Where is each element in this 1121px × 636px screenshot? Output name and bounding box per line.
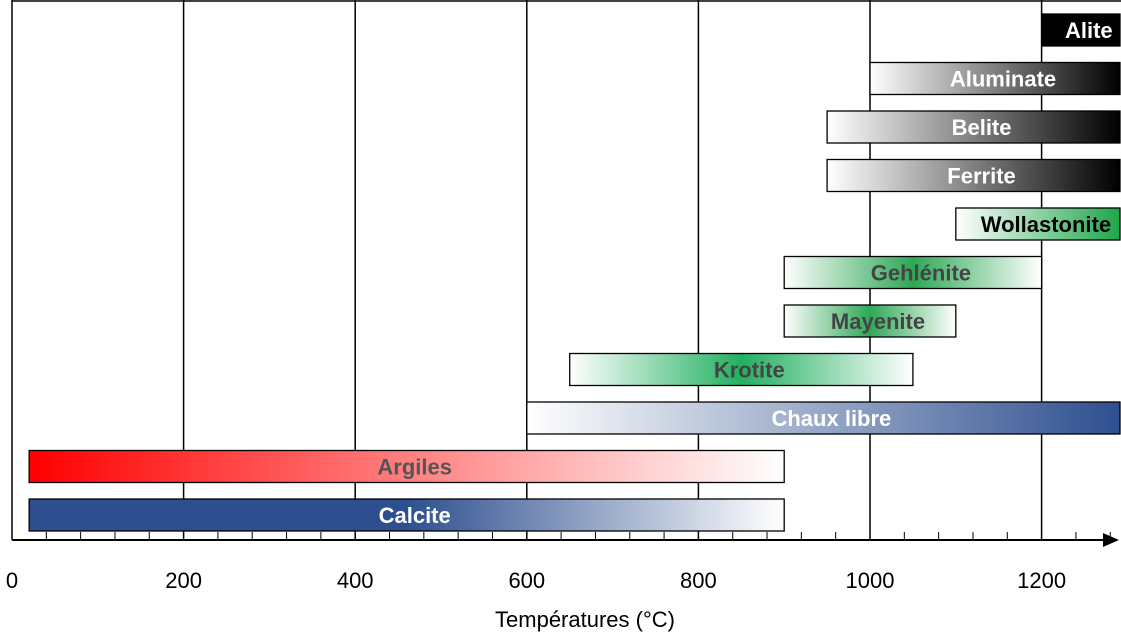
bar-ferrite: Ferrite: [826, 158, 1121, 193]
bar-mayenite: Mayenite: [783, 304, 957, 338]
bar-rect: [28, 449, 785, 484]
bar-rect: [1040, 13, 1121, 47]
x-axis-arrow: [1103, 533, 1119, 547]
bar-label: Aluminate: [950, 67, 1056, 92]
x-tick-label-800: 800: [680, 568, 717, 593]
bar-label: Alite: [1065, 18, 1113, 43]
bar-argiles: Argiles: [28, 449, 785, 484]
bar-aluminate: Aluminate: [869, 61, 1121, 96]
bar-label: Chaux libre: [771, 406, 891, 431]
x-tick-label-600: 600: [508, 568, 545, 593]
bar-label: Belite: [952, 115, 1012, 140]
bar-rect: [826, 110, 1121, 144]
bar-chaux-libre: Chaux libre: [526, 401, 1121, 435]
bar-calcite: Calcite: [28, 498, 785, 532]
x-tick-label-200: 200: [165, 568, 202, 593]
bar-wollastonite: Wollastonite: [955, 207, 1121, 241]
bar-label: Calcite: [379, 503, 451, 528]
x-tick-label-1200: 1200: [1017, 568, 1066, 593]
bar-label: Gehlénite: [871, 261, 971, 286]
bar-rect: [28, 498, 785, 532]
bar-gehlénite: Gehlénite: [783, 255, 1043, 290]
x-tick-label-1000: 1000: [846, 568, 895, 593]
bar-rect: [826, 158, 1121, 193]
bar-rect: [783, 304, 957, 338]
bar-label: Ferrite: [947, 164, 1015, 189]
bar-rect: [526, 401, 1121, 435]
bar-krotite: Krotite: [569, 352, 914, 387]
bar-alite: Alite: [1040, 13, 1121, 47]
x-tick-label-400: 400: [337, 568, 374, 593]
bar-rect: [955, 207, 1121, 241]
bar-label: Argiles: [377, 455, 452, 480]
x-axis-title: Températures (°C): [495, 607, 675, 632]
bar-label: Wollastonite: [981, 212, 1111, 237]
bar-rect: [569, 352, 914, 387]
bar-belite: Belite: [826, 110, 1121, 144]
bar-rect: [783, 255, 1043, 290]
x-tick-label-0: 0: [6, 568, 18, 593]
bar-label: Mayenite: [831, 309, 925, 334]
bar-rect: [869, 61, 1121, 96]
bar-label: Krotite: [714, 358, 785, 383]
